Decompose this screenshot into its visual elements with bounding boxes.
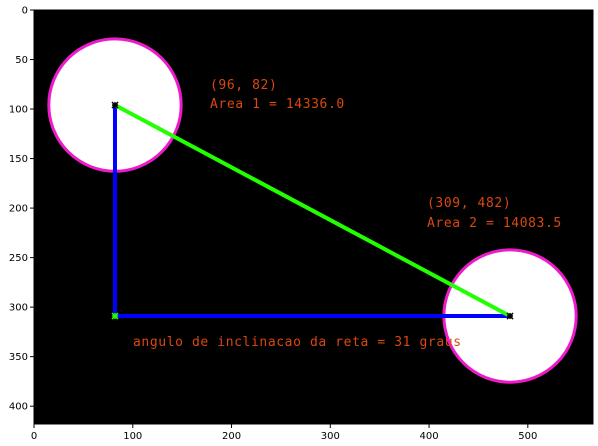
angle-label: angulo de inclinacao da reta = 31 graus xyxy=(133,335,462,350)
label-1-coordinates: (96, 82) xyxy=(210,78,277,93)
endpoint-marker-1 xyxy=(111,101,119,109)
x-tick-label: 500 xyxy=(518,431,537,442)
label-2-area: Area 2 = 14083.5 xyxy=(427,216,562,231)
x-tick-label: 200 xyxy=(222,431,241,442)
hypotenuse-line xyxy=(114,103,511,318)
x-tick-label: 100 xyxy=(123,431,142,442)
x-axis: 0 100 200 300 400 500 xyxy=(31,424,537,442)
y-tick-label: 100 xyxy=(9,105,28,116)
label-1-area: Area 1 = 14336.0 xyxy=(210,97,345,112)
overlay-layer: (96, 82) Area 1 = 14336.0 (309, 482) Are… xyxy=(47,37,578,384)
y-tick-label: 200 xyxy=(9,204,28,215)
vertex-marker xyxy=(111,312,119,320)
y-tick-label: 150 xyxy=(9,154,28,165)
y-tick-label: 300 xyxy=(9,303,28,314)
y-tick-label: 400 xyxy=(9,402,28,413)
y-axis: 0 50 100 150 200 250 300 350 400 xyxy=(9,6,34,413)
y-tick-label: 250 xyxy=(9,253,28,264)
x-tick-label: 400 xyxy=(420,431,439,442)
x-tick-label: 300 xyxy=(321,431,340,442)
y-tick-label: 0 xyxy=(22,6,28,17)
y-tick-label: 50 xyxy=(15,55,28,66)
label-2-coordinates: (309, 482) xyxy=(427,196,511,211)
endpoint-marker-2 xyxy=(506,312,514,320)
x-tick-label: 0 xyxy=(31,431,37,442)
y-tick-label: 350 xyxy=(9,352,28,363)
axes-frame xyxy=(33,9,594,425)
